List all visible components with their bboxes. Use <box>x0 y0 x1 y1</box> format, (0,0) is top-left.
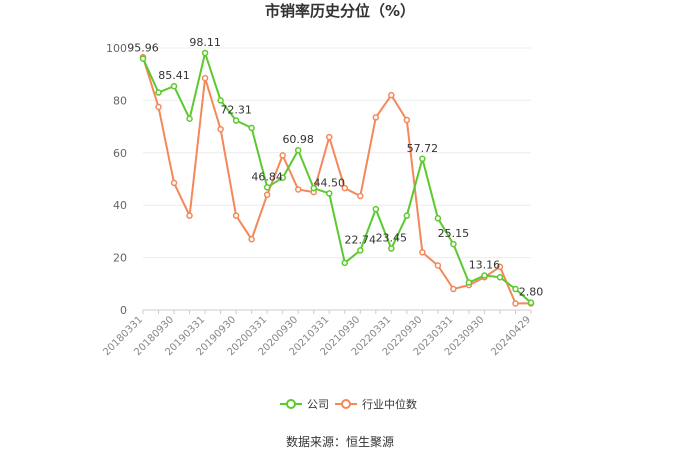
chart-title: 市销率历史分位（%） <box>265 2 415 20</box>
data-point <box>248 124 255 132</box>
data-point <box>325 190 333 197</box>
data-point <box>341 259 349 267</box>
data-source: 数据来源：恒生聚源 <box>286 434 394 449</box>
series-group <box>139 49 535 307</box>
y-tick-label: 80 <box>113 94 127 107</box>
data-point <box>388 91 395 99</box>
data-point <box>263 184 271 191</box>
data-label: 2.80 <box>519 286 544 299</box>
y-axis: 0 20 40 60 80 100 <box>106 42 127 317</box>
data-point <box>170 82 178 90</box>
legend-marker <box>286 399 296 409</box>
data-label: 95.96 <box>127 42 159 55</box>
y-tick-label: 60 <box>113 147 127 160</box>
data-label: 23.45 <box>376 232 408 245</box>
data-point <box>201 49 209 57</box>
legend-label: 公司 <box>307 398 329 411</box>
data-label: 22.74 <box>345 233 377 246</box>
data-point <box>527 299 535 306</box>
data-point <box>155 89 162 96</box>
data-label: 72.31 <box>220 104 252 117</box>
grid <box>143 47 531 311</box>
data-point <box>139 55 147 62</box>
data-point <box>310 184 317 192</box>
data-point <box>186 212 193 219</box>
data-point <box>419 155 426 163</box>
y-tick-label: 100 <box>106 42 127 55</box>
data-label: 60.98 <box>282 133 314 146</box>
data-label: 98.11 <box>189 36 221 49</box>
data-point <box>419 249 426 256</box>
legend-label: 行业中位数 <box>362 397 417 411</box>
data-point <box>263 191 271 198</box>
data-point <box>372 114 380 121</box>
data-point <box>512 285 519 293</box>
data-point <box>403 116 411 124</box>
data-label: 25.15 <box>438 227 470 240</box>
data-point <box>357 192 364 200</box>
data-point <box>450 240 457 248</box>
y-tick-label: 0 <box>120 304 127 317</box>
data-labels: 95.96 85.41 98.11 72.31 46.84 60.98 44.50 22.74… <box>127 36 543 299</box>
data-point <box>294 146 302 154</box>
data-point <box>279 152 286 159</box>
data-point <box>279 174 286 181</box>
data-point <box>325 133 333 141</box>
data-label: 57.72 <box>407 142 439 155</box>
data-point <box>341 184 349 192</box>
data-label: 44.50 <box>313 176 345 189</box>
data-point <box>388 245 395 252</box>
data-point <box>232 212 240 219</box>
legend-marker <box>341 399 351 409</box>
data-point <box>403 212 411 219</box>
data-point <box>217 97 224 104</box>
data-point <box>186 115 193 122</box>
data-point <box>434 215 442 222</box>
data-point <box>496 274 504 281</box>
data-point <box>232 117 240 124</box>
y-tick-label: 20 <box>113 252 127 265</box>
data-point <box>357 247 364 254</box>
data-label: 85.41 <box>158 69 190 82</box>
data-point <box>217 125 224 133</box>
data-point <box>155 103 162 111</box>
data-point <box>450 285 457 293</box>
data-point <box>201 74 209 82</box>
data-point <box>512 300 519 307</box>
data-point <box>496 263 504 271</box>
y-tick-label: 40 <box>113 199 127 212</box>
x-tick-label: 20240429 <box>489 314 533 358</box>
data-label: 13.16 <box>469 259 501 272</box>
data-point <box>170 179 178 187</box>
data-point <box>465 279 473 286</box>
data-label: 46.84 <box>251 170 283 183</box>
series-line <box>142 52 532 304</box>
legend: 公司 行业中位数 <box>280 397 417 411</box>
data-point <box>481 272 488 279</box>
data-point <box>372 205 380 213</box>
data-point <box>294 186 302 193</box>
data-point <box>434 262 442 269</box>
data-point <box>248 236 255 243</box>
x-axis: 2018033120180930201903312019093020200331… <box>101 310 533 358</box>
